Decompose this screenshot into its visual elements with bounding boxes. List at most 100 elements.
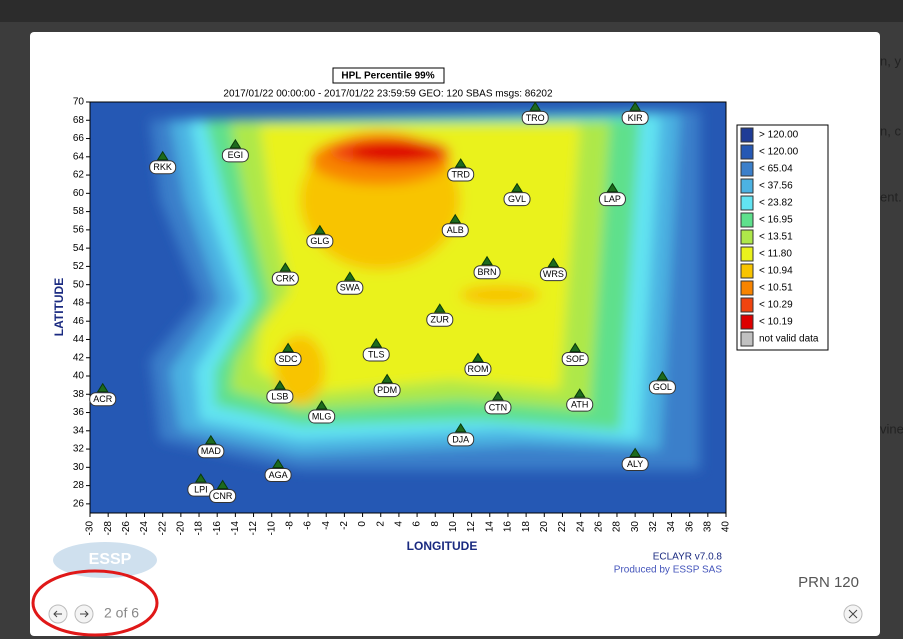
station-marker [229,138,242,149]
station-marker [573,388,586,398]
station-marker [529,101,542,111]
station-label: ALY [627,459,643,469]
x-tick-label: 6 [412,521,423,527]
station-label: DJA [452,434,469,444]
station-label-box [464,362,492,377]
station-label: SDC [279,354,299,364]
station-label-box [89,392,117,407]
x-tick-label: 0 [357,521,368,527]
legend-label: < 10.19 [759,317,793,328]
y-tick-label: 32 [73,444,85,455]
station-marker [547,257,560,268]
x-tick-label: 36 [684,521,695,533]
station-marker [273,380,286,390]
legend-swatch [740,246,754,262]
map-title: HPL Percentile 99% [341,71,434,82]
legend-label: < 37.56 [759,181,793,192]
station-label-box [503,192,531,207]
station-marker [315,400,328,410]
x-tick-label: -28 [103,521,114,536]
x-tick-label: -16 [212,521,223,536]
station-marker [511,182,523,193]
y-tick-label: 68 [73,115,85,126]
x-tick-label: -30 [85,521,96,536]
y-tick-label: 52 [73,261,85,272]
close-icon [848,609,858,619]
legend-label: < 65.04 [759,164,793,175]
station-label-box [426,312,454,327]
logo-shape [53,542,157,578]
station-marker [272,458,284,469]
x-tick-label: -20 [175,521,186,536]
station-marker [381,373,394,384]
station-label: GOL [653,382,672,392]
annotation-circle [31,569,159,637]
legend-swatch [740,178,754,194]
y-tick-label: 34 [73,425,85,436]
x-tick-label: -8 [285,521,296,530]
station-label: CRK [276,274,295,284]
legend-swatch [740,195,754,211]
station-marker [370,338,383,348]
y-tick-label: 54 [73,243,85,254]
x-tick-label: 12 [466,521,477,533]
map-field [90,102,726,513]
station-label: LPI [194,484,208,494]
station-label-box [336,280,364,295]
x-tick-label: 14 [484,521,495,533]
x-tick-label: 40 [721,521,732,533]
y-tick-label: 50 [73,279,85,290]
station-marker [216,479,229,490]
station-label: ZUR [431,315,450,325]
station-label: TLS [368,349,385,359]
station-label-box [197,444,225,459]
y-tick-label: 42 [73,352,85,363]
legend-label: < 13.51 [759,232,793,243]
station-marker [454,422,467,433]
station-label-box [447,432,475,447]
x-tick-label: -12 [248,521,259,536]
station-marker [629,101,642,111]
x-tick-label: -18 [194,521,205,536]
station-marker [343,271,356,281]
station-label-box [149,160,177,175]
legend-swatch [740,161,754,177]
station-marker [204,434,217,445]
x-tick-label: -6 [303,521,314,530]
y-tick-label: 26 [73,499,85,510]
y-tick-label: 36 [73,407,85,418]
legend-label: < 10.51 [759,283,793,294]
station-label-box [271,271,299,286]
station-label-box [598,192,626,207]
x-tick-label: 32 [648,521,659,533]
station-marker [454,158,467,168]
station-label: KIR [628,113,644,123]
station-label: AGA [269,470,288,480]
station-marker [433,303,446,313]
x-tick-label: 16 [503,521,514,533]
legend-swatch [740,144,754,160]
station-label-box [447,167,475,182]
station-label-box [373,383,401,398]
legend-swatch [740,280,754,296]
station-label: ACR [93,394,113,404]
x-axis-label: LONGITUDE [407,539,478,553]
station-label-box [521,110,549,125]
counter: 2 of 6 [104,605,139,621]
station-marker [194,473,207,483]
version: ECLAYR v7.0.8 [653,552,723,563]
station-label: ROM [467,364,488,374]
station-marker [156,150,169,161]
legend-swatch [740,127,754,143]
x-tick-label: -10 [266,521,277,536]
station-label: EGI [228,150,244,160]
x-tick-label: -2 [339,521,350,530]
x-tick-label: 24 [575,521,586,533]
legend-swatch [740,331,754,347]
station-label-box [362,347,390,362]
station-label: LAP [604,194,621,204]
station-label-box [473,265,501,280]
x-tick-label: 4 [394,521,405,527]
x-tick-label: 20 [539,521,550,533]
station-label: ALB [447,225,464,235]
